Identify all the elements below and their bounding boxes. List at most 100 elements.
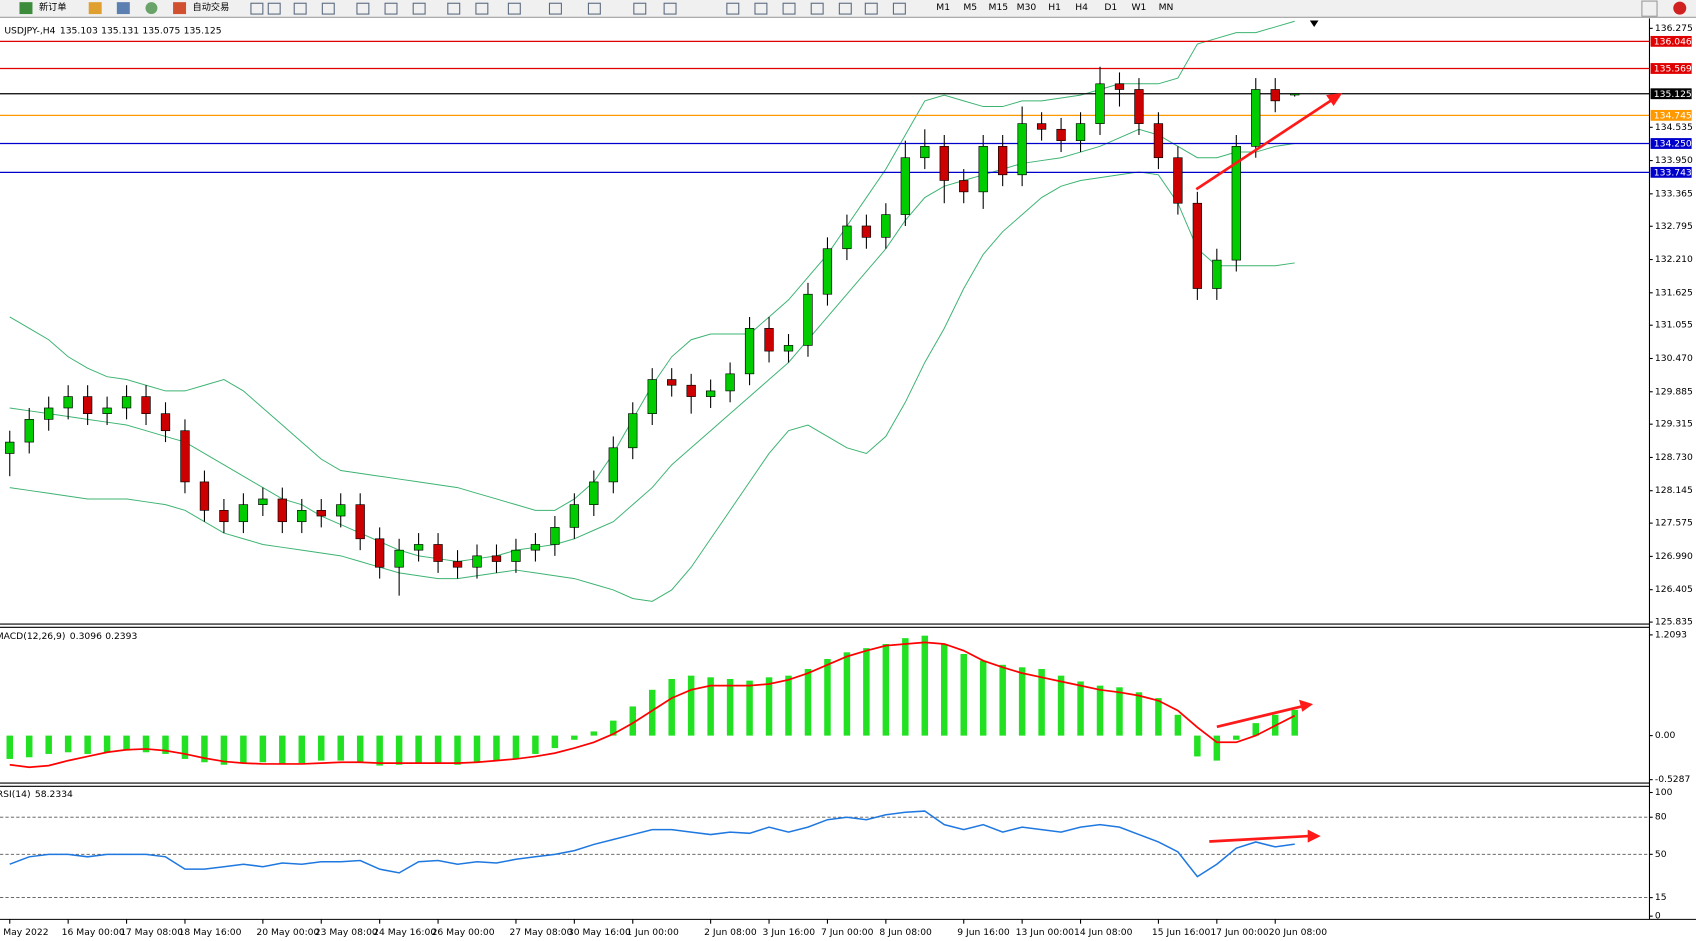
timeframe-button[interactable]: M30 [1017,2,1037,13]
macd-bar [64,735,72,753]
candle-body [394,549,404,568]
arrow-head [1307,829,1321,843]
toolbar-icon[interactable] [145,2,158,15]
timeframe-button[interactable]: MN [1159,2,1174,13]
timeframe-button[interactable]: M1 [936,2,950,13]
timeframe-button[interactable]: M5 [963,2,977,13]
candle-body [1212,259,1222,289]
y-tick-label: 1.2093 [1655,629,1687,640]
timeframe-button[interactable]: W1 [1131,2,1146,13]
candle-body [939,146,949,181]
toolbar-icon[interactable] [293,2,307,15]
y-tick-label: 100 [1655,787,1673,798]
toolbar-icon[interactable] [267,2,281,15]
toolbar-icon[interactable] [548,2,562,15]
candle-body [511,549,521,562]
timeframe-button[interactable]: H4 [1075,2,1088,13]
candle-body [783,345,794,352]
candle-body [842,225,852,250]
timeframe-button[interactable]: D1 [1104,2,1117,13]
toolbar-icon[interactable] [663,2,677,15]
plot-area: 136.275 134.535 133.950 133.365 132.795 132.2… [0,20,1693,938]
toolbar-icon[interactable] [838,2,852,15]
y-tick-label: 128.730 [1655,452,1693,463]
macd-bar [454,735,461,765]
new-order-button[interactable]: 新订单 [39,1,67,13]
timeframe-button[interactable]: H1 [1048,2,1061,13]
toolbar-icon[interactable] [356,2,370,15]
candle-body [744,328,755,375]
toolbar-icon[interactable] [754,2,768,15]
candle-body [900,157,910,215]
toolbar-icon[interactable] [412,2,426,15]
level-label: 135.569 [1654,64,1692,75]
notification-button[interactable] [1673,1,1687,15]
timeframe-button[interactable]: M15 [989,2,1009,13]
candle-body [1153,123,1164,159]
macd-bar [668,678,675,736]
x-tick-label: 27 May 08:00 [509,927,572,938]
x-tick-label: 14 Jun 08:00 [1074,927,1133,938]
macd-bar [123,735,130,751]
toolbar-icon[interactable] [864,2,878,15]
toolbar-icon[interactable] [447,2,461,15]
toolbar-icon[interactable] [475,2,489,15]
macd-bar [1291,709,1298,736]
macd-bar [1252,723,1260,736]
candle-body [336,504,346,517]
candle-body [1270,89,1280,102]
y-tick-label: 130.470 [1655,353,1693,364]
toolbar-icon[interactable] [321,2,335,15]
toolbar-icon[interactable] [88,2,102,15]
symbol: USDJPY-,H4 [4,25,55,36]
macd-bar [843,652,851,736]
open-value: 135.103 [60,25,98,36]
macd-bar [473,735,481,763]
rsi-header: RSI(14) 58.2334 [0,788,73,799]
rsi-line [9,810,1295,878]
x-tick-label: 30 May 16:00 [568,927,631,938]
toolbar-icon[interactable] [507,2,521,15]
candle-body [628,413,638,449]
new-order-icon[interactable] [19,2,33,15]
toolbar-icon[interactable] [384,2,398,15]
macd-bar [279,735,286,764]
toolbar-icon[interactable] [250,2,264,15]
toolbar-icon[interactable] [782,2,796,15]
y-tick-label: 132.795 [1655,221,1693,232]
macd-bar [785,675,792,736]
candle-body [1017,123,1027,176]
macd-bar [318,735,325,761]
toolbar-icon[interactable] [726,2,740,15]
toolbar-icon[interactable] [116,2,130,15]
toolbar-icon[interactable] [810,2,824,15]
y-tick-label: 132.210 [1655,254,1693,265]
candle-body [1056,128,1066,141]
x-tick-label: 7 Jun 00:00 [821,927,874,938]
auto-trading-icon[interactable] [173,2,187,15]
macd-bar [259,735,267,763]
macd-bar [415,735,422,764]
macd-bar [1077,681,1084,736]
close-value: 135.125 [184,25,222,36]
level-label-box [1650,109,1692,121]
x-tick-label: 16 May 00:00 [62,927,125,938]
toolbar-icon[interactable] [587,2,601,15]
macd-bar [726,678,734,736]
y-tick-label: 50 [1655,849,1667,860]
candle-body [5,441,15,454]
macd-bar [142,735,150,753]
search-button[interactable] [1641,0,1658,17]
candle-body [1231,146,1241,261]
y-tick-label: 129.885 [1655,386,1693,397]
arrow-head [1326,93,1343,106]
rsi-value: 58.2334 [35,788,73,799]
toolbar-icon[interactable] [892,2,906,15]
macd-title: MACD(12,26,9) [0,630,65,641]
macd-bar [629,706,637,736]
macd-bar [1135,692,1143,736]
toolbar-icon[interactable] [633,2,647,15]
macd-bar [941,643,948,736]
auto-trading-button[interactable]: 自动交易 [193,1,230,13]
